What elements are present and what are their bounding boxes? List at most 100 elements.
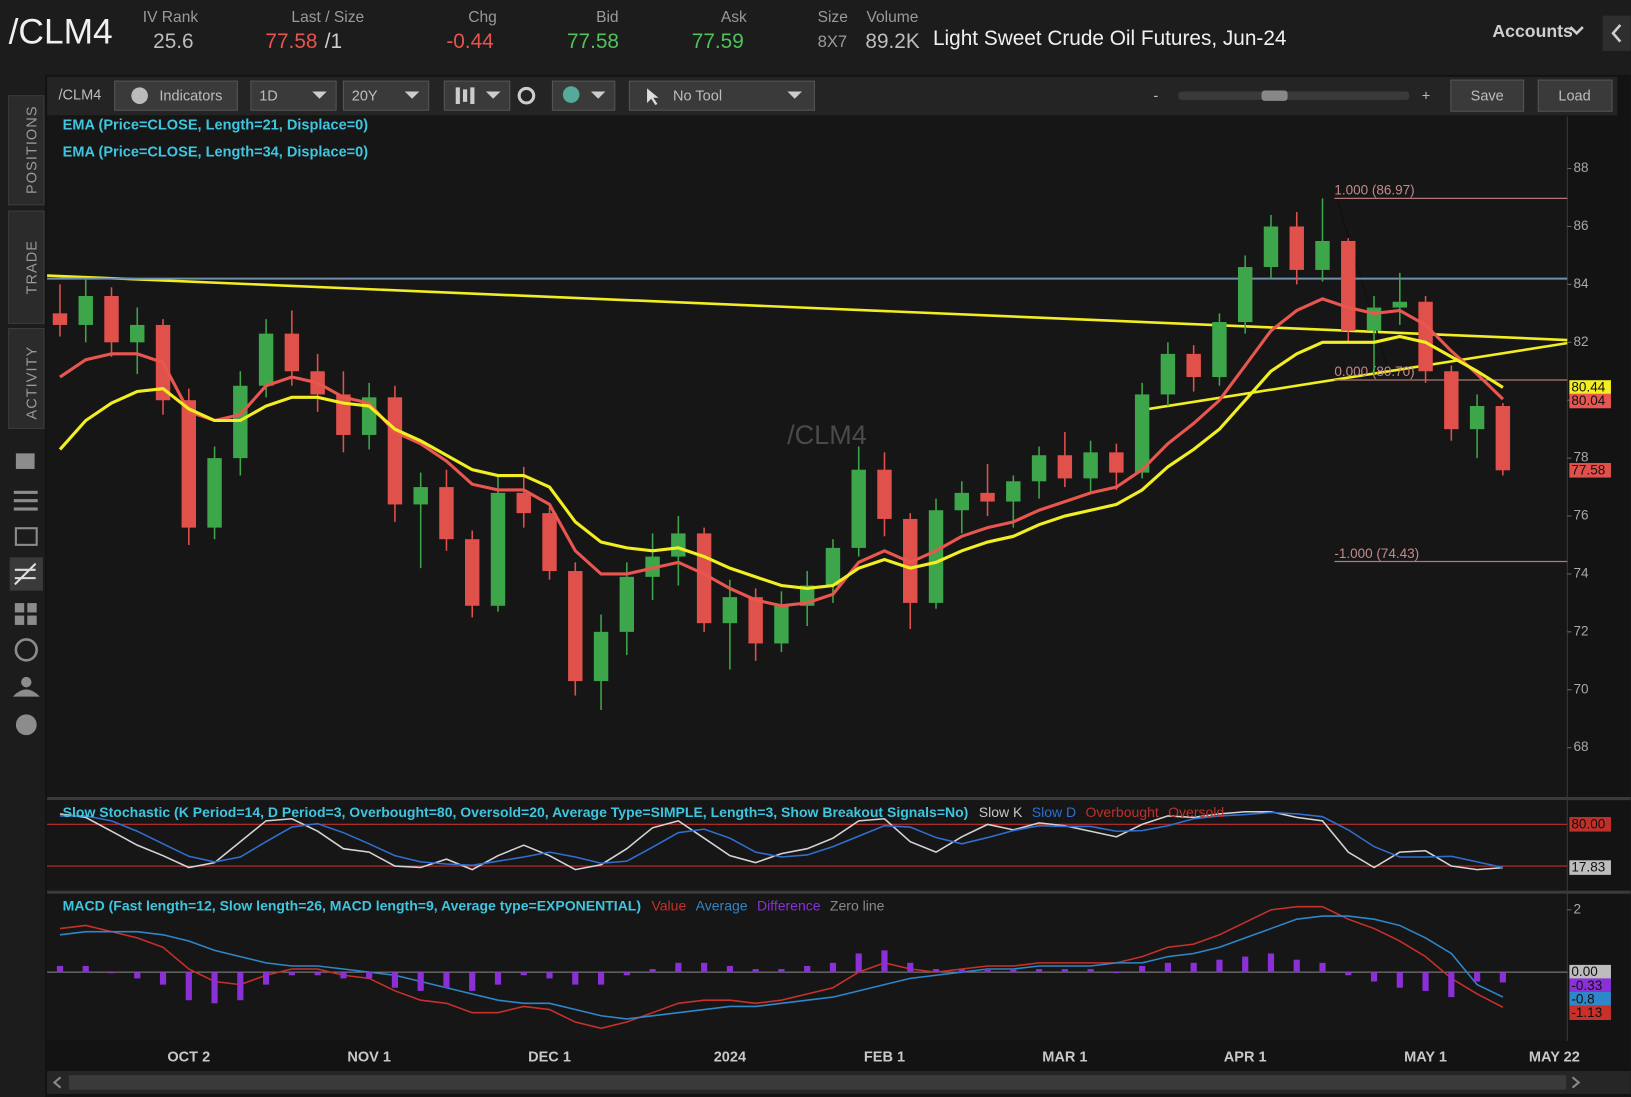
icon[interactable] bbox=[14, 638, 38, 662]
histogram-bar bbox=[623, 972, 630, 976]
histogram-bar bbox=[1035, 969, 1043, 973]
zoom-in[interactable]: + bbox=[1422, 89, 1431, 105]
accounts-caret[interactable] bbox=[1569, 26, 1584, 36]
x-tick-label: 2024 bbox=[714, 1049, 747, 1065]
load-button[interactable] bbox=[1537, 79, 1613, 112]
tab-label[interactable]: ACTIVITY bbox=[24, 346, 40, 420]
icon[interactable] bbox=[15, 453, 35, 469]
legend-entry: Slow K bbox=[979, 804, 1023, 820]
tab[interactable] bbox=[8, 210, 45, 324]
icon[interactable] bbox=[27, 615, 37, 625]
icon[interactable] bbox=[13, 499, 38, 503]
zoom-thumb[interactable] bbox=[1261, 90, 1288, 101]
save-button[interactable] bbox=[1450, 79, 1525, 112]
value-box-label: 80.00 bbox=[1571, 816, 1605, 831]
value-box bbox=[1569, 991, 1611, 1007]
tool-label[interactable]: No Tool bbox=[673, 89, 722, 105]
value-box bbox=[1569, 393, 1611, 409]
legend-entry: Difference bbox=[757, 897, 821, 913]
tab-label[interactable]: POSITIONS bbox=[24, 105, 40, 194]
histogram-bar bbox=[1216, 959, 1223, 973]
candle-body bbox=[78, 295, 93, 325]
candle-body bbox=[1495, 406, 1511, 471]
tab[interactable] bbox=[8, 328, 45, 429]
sidebar-icons bbox=[9, 453, 43, 736]
histogram-bar bbox=[546, 972, 553, 979]
candle-body bbox=[1186, 353, 1201, 378]
candle-body bbox=[593, 631, 609, 682]
icon[interactable] bbox=[14, 603, 25, 613]
candle-body bbox=[52, 313, 68, 325]
histogram-bar bbox=[726, 965, 733, 973]
series-line bbox=[59, 905, 1504, 1030]
icon[interactable] bbox=[14, 615, 25, 625]
zoom-slider[interactable] bbox=[1178, 91, 1410, 100]
histogram-bar bbox=[855, 953, 862, 973]
icon[interactable] bbox=[15, 714, 37, 736]
histogram-bar bbox=[314, 972, 321, 976]
histogram-bar bbox=[1474, 972, 1481, 982]
histogram-bar bbox=[572, 972, 579, 985]
y-tick-label: 86 bbox=[1574, 218, 1589, 233]
icon[interactable] bbox=[13, 507, 38, 511]
settings-icon[interactable] bbox=[517, 86, 536, 105]
value-box bbox=[1569, 964, 1611, 980]
field-value: -0.44 bbox=[446, 30, 493, 53]
chart-style-icon bbox=[455, 87, 475, 104]
chart-style-dropdown[interactable] bbox=[443, 80, 511, 111]
load-label[interactable]: Load bbox=[1558, 89, 1590, 105]
candle-body bbox=[1057, 455, 1073, 479]
icon[interactable] bbox=[12, 689, 40, 697]
field-value: 77.59 bbox=[692, 30, 744, 53]
histogram-bar bbox=[829, 962, 837, 973]
candle-body bbox=[181, 400, 197, 528]
accounts-button[interactable]: Accounts bbox=[1492, 21, 1573, 41]
trendline[interactable] bbox=[47, 274, 1568, 342]
value-box-label: -0.33 bbox=[1571, 978, 1602, 993]
histogram-bar bbox=[1370, 972, 1378, 982]
collapse-button[interactable] bbox=[1602, 15, 1631, 51]
candle-body bbox=[1392, 301, 1408, 308]
candle-body bbox=[1031, 455, 1047, 482]
zoom-out[interactable]: - bbox=[1153, 89, 1158, 105]
candle-body bbox=[1418, 301, 1433, 372]
drawing-dropdown[interactable] bbox=[551, 80, 616, 111]
candle-body bbox=[258, 333, 274, 386]
trendline[interactable] bbox=[1143, 341, 1568, 411]
histogram-bar bbox=[932, 969, 940, 973]
range-label[interactable]: 20Y bbox=[352, 89, 378, 105]
caret bbox=[590, 91, 606, 99]
candle-body bbox=[1134, 394, 1150, 473]
field-label: Volume bbox=[866, 9, 918, 26]
tool-dropdown[interactable] bbox=[628, 80, 815, 111]
period-label[interactable]: 1D bbox=[259, 89, 278, 105]
icon[interactable] bbox=[27, 603, 37, 613]
histogram-bar bbox=[778, 969, 785, 973]
indicators-label[interactable]: Indicators bbox=[159, 89, 222, 105]
icon[interactable] bbox=[14, 527, 38, 546]
x-tick-label: OCT 2 bbox=[167, 1049, 210, 1065]
tab[interactable] bbox=[8, 95, 45, 206]
candle-body bbox=[387, 397, 403, 505]
icon[interactable] bbox=[21, 676, 32, 688]
histogram-bar bbox=[1010, 969, 1017, 973]
histogram-bar bbox=[1139, 965, 1146, 973]
study-label: EMA (Price=CLOSE, Length=21, Displace=0) bbox=[63, 118, 369, 134]
y-tick-label: 68 bbox=[1574, 739, 1589, 754]
save-label[interactable]: Save bbox=[1471, 89, 1504, 105]
legend-entry: Value bbox=[651, 897, 686, 913]
toolbar-symbol: /CLM4 bbox=[59, 88, 102, 104]
symbol: /CLM4 bbox=[9, 13, 113, 52]
icon[interactable] bbox=[13, 490, 38, 494]
field-value: 77.58 bbox=[265, 30, 317, 53]
histogram-bar bbox=[649, 969, 656, 973]
y-tick-label: 82 bbox=[1574, 334, 1589, 349]
histogram-bar bbox=[1087, 969, 1094, 973]
scroll-arrows[interactable] bbox=[52, 1076, 1581, 1089]
tab-label[interactable]: TRADE bbox=[24, 240, 40, 295]
drawing-icon bbox=[562, 86, 580, 103]
histogram-bar bbox=[1345, 972, 1352, 976]
scroll-thumb[interactable] bbox=[68, 1075, 1567, 1090]
histogram-bar bbox=[1061, 969, 1068, 973]
